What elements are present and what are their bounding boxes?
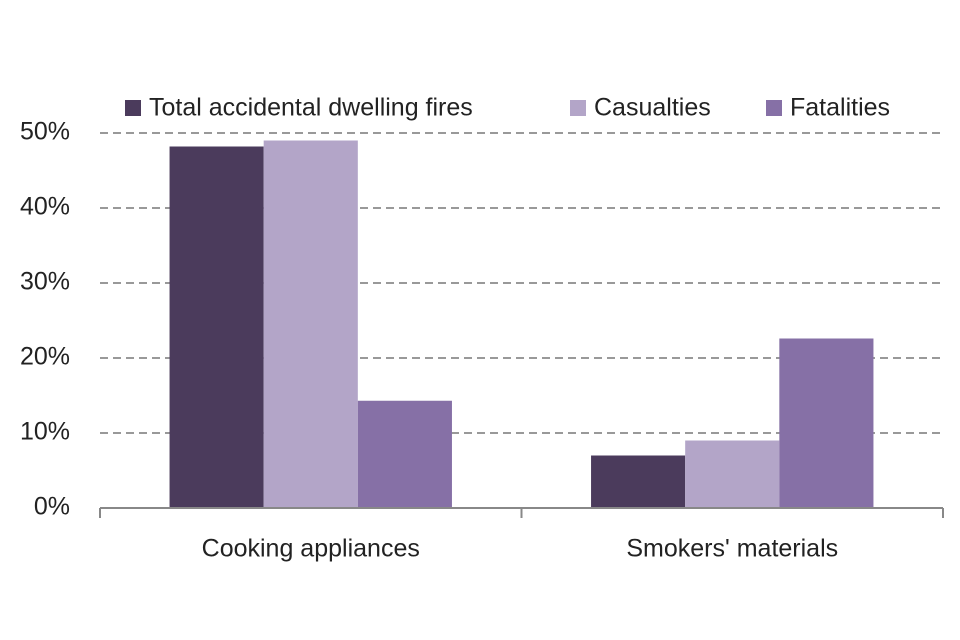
y-tick-label: 40% <box>20 193 70 221</box>
x-tick-label: Cooking appliances <box>202 535 420 563</box>
bar <box>357 400 452 508</box>
legend-label: Casualties <box>594 94 711 122</box>
y-tick-label: 20% <box>20 343 70 371</box>
y-tick-label: 10% <box>20 418 70 446</box>
legend-label: Total accidental dwelling fires <box>149 94 473 122</box>
bar <box>779 338 874 508</box>
legend-swatch <box>570 100 586 116</box>
bar <box>169 146 264 508</box>
legend-label: Fatalities <box>790 94 890 122</box>
legend-swatch <box>125 100 141 116</box>
bar <box>263 140 358 508</box>
y-tick-label: 0% <box>34 493 70 521</box>
bar <box>591 455 686 508</box>
bar <box>685 440 780 508</box>
x-tick-label: Smokers' materials <box>626 535 838 563</box>
legend-swatch <box>766 100 782 116</box>
y-tick-label: 50% <box>20 118 70 146</box>
y-tick-label: 30% <box>20 268 70 296</box>
